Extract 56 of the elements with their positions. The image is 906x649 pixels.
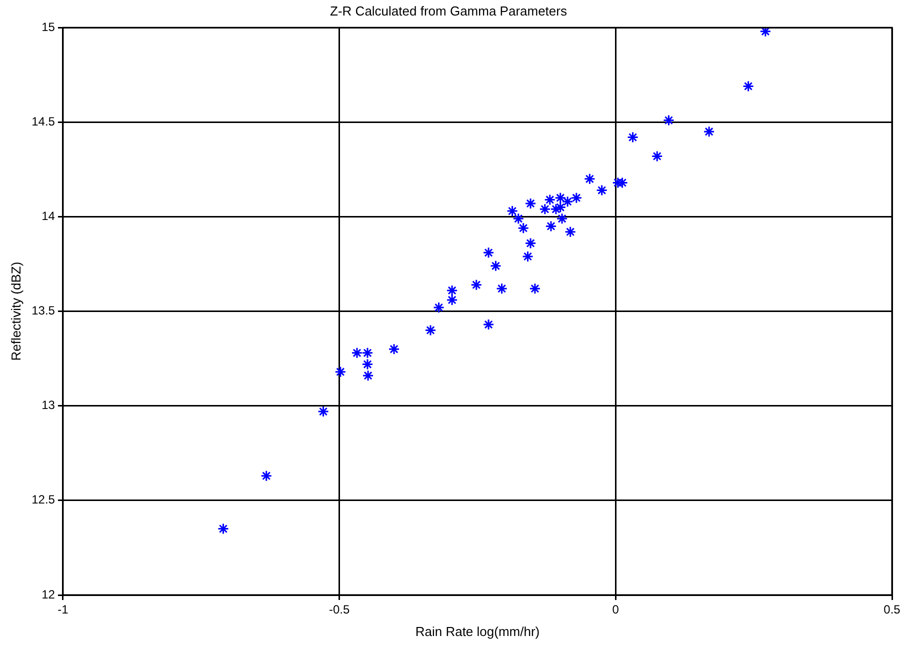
point bbox=[318, 406, 330, 418]
point bbox=[362, 347, 374, 359]
point bbox=[564, 226, 576, 238]
y-tick-label: 14 bbox=[42, 209, 56, 224]
point bbox=[334, 366, 346, 378]
point bbox=[703, 126, 715, 138]
x-axis-title: Rain Rate log(mm/hr) bbox=[415, 624, 540, 639]
point bbox=[627, 132, 639, 144]
point bbox=[482, 318, 494, 330]
point bbox=[554, 202, 566, 214]
point bbox=[446, 294, 458, 306]
point bbox=[217, 523, 229, 535]
point bbox=[539, 203, 551, 215]
point bbox=[651, 150, 663, 162]
point bbox=[524, 198, 536, 210]
point bbox=[260, 470, 272, 482]
y-tick-label: 14.5 bbox=[32, 114, 56, 128]
y-tick-label: 12 bbox=[42, 587, 56, 602]
y-tick-label: 13 bbox=[42, 398, 56, 412]
x-tick-label: -0.5 bbox=[328, 602, 350, 617]
x-tick-label: 0 bbox=[612, 602, 620, 617]
point bbox=[496, 282, 508, 294]
point bbox=[512, 212, 524, 224]
y-tick-label: 12.5 bbox=[32, 492, 56, 507]
y-tick-label: 15 bbox=[42, 20, 56, 34]
point bbox=[544, 194, 556, 206]
point bbox=[351, 347, 363, 359]
point bbox=[562, 196, 574, 208]
point bbox=[570, 192, 582, 204]
point bbox=[482, 246, 494, 258]
point bbox=[545, 220, 557, 232]
x-tick-label: 0.5 bbox=[884, 602, 901, 617]
y-tick-label: 13.5 bbox=[32, 304, 56, 318]
point bbox=[522, 250, 534, 262]
chart-title: Z-R Calculated from Gamma Parameters bbox=[330, 3, 568, 18]
point bbox=[518, 222, 530, 234]
point bbox=[470, 279, 482, 291]
point bbox=[742, 80, 754, 92]
point bbox=[554, 192, 566, 204]
point bbox=[506, 205, 518, 217]
point bbox=[424, 324, 436, 336]
point bbox=[362, 358, 374, 370]
point bbox=[433, 302, 445, 314]
point bbox=[556, 212, 568, 224]
point bbox=[760, 28, 772, 38]
point bbox=[529, 282, 541, 294]
x-tick-label: -1 bbox=[58, 602, 69, 617]
point bbox=[388, 343, 400, 355]
point bbox=[596, 184, 608, 196]
y-axis-title: Reflectivity (dBZ) bbox=[8, 262, 24, 361]
point bbox=[584, 173, 596, 185]
point bbox=[524, 237, 536, 249]
point bbox=[490, 260, 502, 272]
point bbox=[362, 370, 374, 382]
point bbox=[662, 114, 674, 126]
point bbox=[446, 284, 458, 296]
